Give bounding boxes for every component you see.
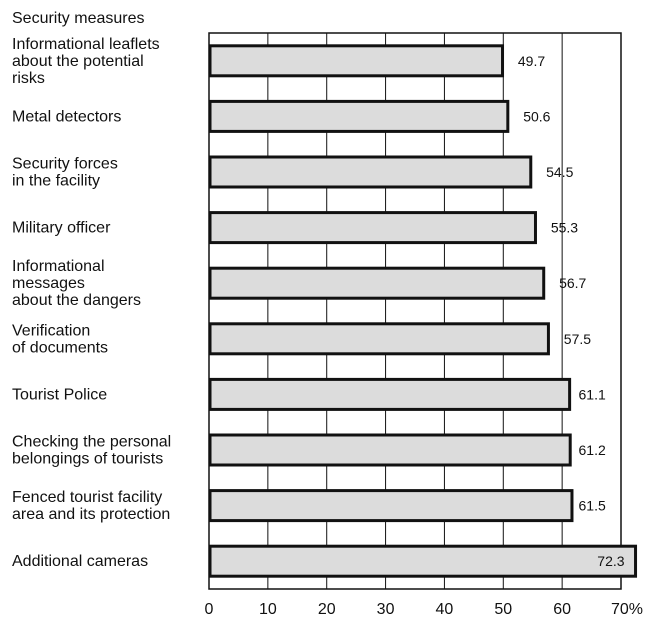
category-label-line: messages xyxy=(12,275,85,292)
plot-border xyxy=(208,32,622,590)
category-label-line: in the facility xyxy=(12,173,100,190)
chart-heading: Security measures xyxy=(12,10,145,27)
category-label-line: Checking the personal xyxy=(12,434,171,451)
category-label-line: belongings of tourists xyxy=(12,451,163,468)
category-label-line: Security forces xyxy=(12,156,118,173)
category-label: Checking the personal belongings of touri… xyxy=(12,434,171,468)
category-label-line: risks xyxy=(12,70,45,87)
bar xyxy=(208,377,572,411)
value-label: 49.7 xyxy=(518,53,545,69)
bar xyxy=(208,99,510,133)
value-label: 56.7 xyxy=(559,275,586,291)
bar xyxy=(208,44,505,78)
category-label-line: Informational leaflets xyxy=(12,36,160,53)
x-axis-ticks: 0 10 20 30 40 50 60 70% xyxy=(205,601,643,618)
value-label: 55.3 xyxy=(551,220,578,236)
category-label-line: Metal detectors xyxy=(12,108,121,125)
category-label: Verification of documents xyxy=(12,322,108,356)
bar xyxy=(208,544,638,578)
category-label-line: about the dangers xyxy=(12,292,141,309)
category-labels: Informational leaflets about the potentia… xyxy=(12,36,171,570)
x-tick-label: 10 xyxy=(259,601,277,618)
x-tick-label: 70% xyxy=(611,601,643,618)
category-label-line: Tourist Police xyxy=(12,386,107,403)
x-tick-label: 50 xyxy=(494,601,512,618)
x-tick-label: 30 xyxy=(377,601,395,618)
category-label: Informational leaflets about the potentia… xyxy=(12,36,160,87)
value-label: 50.6 xyxy=(523,108,550,124)
category-label-line: of documents xyxy=(12,339,108,356)
value-label: 61.5 xyxy=(579,498,606,514)
x-tick-label: 40 xyxy=(436,601,454,618)
bar xyxy=(208,489,574,523)
value-label: 54.5 xyxy=(546,164,573,180)
category-label: Military officer xyxy=(12,220,111,237)
category-label-line: Verification xyxy=(12,322,90,339)
category-label: Additional cameras xyxy=(12,553,148,570)
bars xyxy=(208,44,638,578)
category-label-line: Additional cameras xyxy=(12,553,148,570)
category-label: Informational messages about the dangers xyxy=(12,258,141,309)
category-label-line: Fenced tourist facility xyxy=(12,489,162,506)
value-labels: 49.7 50.6 54.5 55.3 56.7 57.5 61.1 61.2 61.5 72.3 xyxy=(518,53,625,569)
value-label: 61.2 xyxy=(579,442,606,458)
bar xyxy=(208,266,546,300)
category-label: Tourist Police xyxy=(12,386,107,403)
category-label: Fenced tourist facility area and its prot… xyxy=(12,489,170,523)
bar xyxy=(208,433,572,467)
bar xyxy=(208,211,537,245)
x-tick-label: 20 xyxy=(318,601,336,618)
category-label-line: Informational xyxy=(12,258,105,275)
category-label-line: Military officer xyxy=(12,220,111,237)
value-label: 61.1 xyxy=(579,386,606,402)
x-tick-label: 0 xyxy=(205,601,214,618)
bar xyxy=(208,322,550,356)
value-label: 72.3 xyxy=(597,553,624,569)
category-label-line: area and its protection xyxy=(12,506,170,523)
category-label: Security forces in the facility xyxy=(12,156,118,190)
category-label: Metal detectors xyxy=(12,108,121,125)
bar xyxy=(208,155,533,189)
value-label: 57.5 xyxy=(564,331,591,347)
category-label-line: about the potential xyxy=(12,53,144,70)
x-tick-label: 60 xyxy=(553,601,571,618)
